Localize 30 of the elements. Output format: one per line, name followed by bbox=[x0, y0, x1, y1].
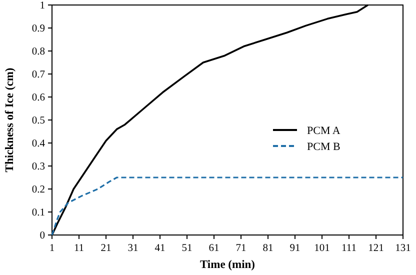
y-tick-label: 0.1 bbox=[32, 208, 45, 218]
y-tick-label: 0.4 bbox=[32, 138, 46, 150]
legend-label: PCM B bbox=[307, 141, 340, 153]
legend-label: PCM A bbox=[307, 125, 340, 137]
x-tick-label: 81 bbox=[262, 243, 274, 254]
x-tick-label: 71 bbox=[236, 243, 246, 254]
y-tick-label: 1 bbox=[40, 0, 45, 12]
y-tick-label: 0.6 bbox=[32, 92, 45, 104]
x-tick-label: 131 bbox=[395, 243, 411, 254]
line-series bbox=[51, 176, 404, 236]
x-tick-label: 41 bbox=[154, 243, 166, 254]
x-axis-title: Time (min) bbox=[200, 259, 256, 271]
x-tick-label: 91 bbox=[290, 243, 300, 254]
y-tick-label: 0.3 bbox=[32, 162, 45, 172]
y-tick-label: 0.7 bbox=[32, 70, 45, 80]
x-tick-label: 51 bbox=[182, 243, 192, 254]
y-axis-title: Thickness of Ice (cm) bbox=[4, 68, 16, 172]
y-tick-label: 0.9 bbox=[32, 24, 45, 34]
y-tick-label: 0.2 bbox=[32, 184, 45, 196]
y-tick-label: 0 bbox=[40, 230, 45, 242]
x-tick-label: 31 bbox=[128, 243, 138, 254]
x-tick-label: 11 bbox=[74, 243, 84, 254]
y-tick-label: 0.5 bbox=[32, 116, 45, 126]
x-tick-label: 61 bbox=[208, 243, 220, 254]
x-tick-label: 111 bbox=[342, 243, 356, 254]
x-tick-label: 101 bbox=[314, 243, 330, 254]
x-tick-label: 1 bbox=[49, 243, 55, 254]
x-tick-label: 21 bbox=[100, 243, 112, 254]
y-tick-label: 0.8 bbox=[32, 46, 45, 58]
x-tick-label: 121 bbox=[368, 243, 384, 254]
